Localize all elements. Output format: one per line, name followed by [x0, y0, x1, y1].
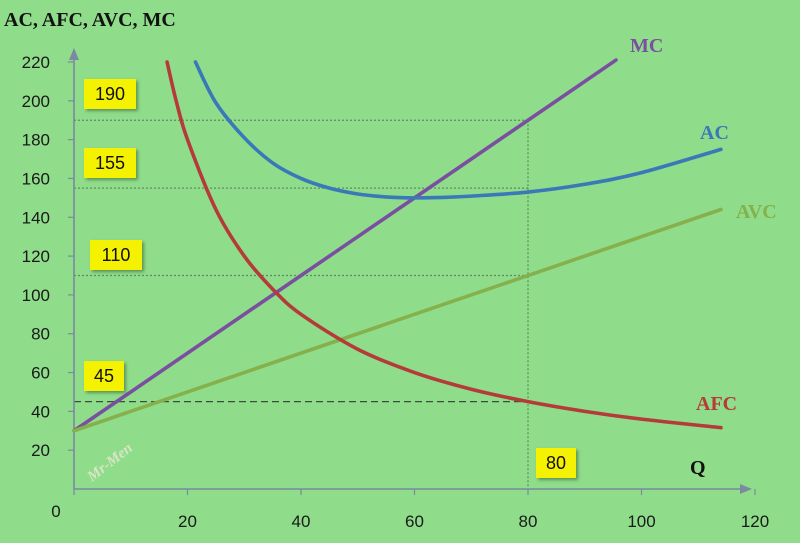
x-tick-label: 120: [741, 512, 769, 531]
x-tick-label: 20: [178, 512, 197, 531]
y-tick-label: 140: [22, 208, 50, 227]
x-axis-title: Q: [690, 457, 706, 479]
series-line-ac: [193, 60, 723, 200]
y-tick-label: 100: [22, 286, 50, 305]
value-label-190: 190: [95, 84, 125, 104]
y-tick-label: 220: [22, 53, 50, 72]
y-axis-title: AC, AFC, AVC, MC: [4, 9, 176, 31]
y-tick-label: 200: [22, 92, 50, 111]
series-line-afc: [165, 60, 723, 430]
series-label-ac: AC: [700, 122, 729, 144]
value-label-155: 155: [95, 153, 125, 173]
series-line-avc: [72, 207, 723, 433]
value-label-155-box: [84, 148, 136, 178]
series-line-mc: [72, 58, 618, 433]
value-label-110-box: [90, 240, 142, 270]
value-label-190-box: [84, 79, 136, 109]
value-label-45: 45: [94, 366, 114, 386]
y-tick-label: 20: [31, 441, 50, 460]
value-label-45-box: [84, 361, 124, 391]
y-tick-label: 80: [31, 325, 50, 344]
y-tick-label: 60: [31, 364, 50, 383]
y-tick-label: 160: [22, 169, 50, 188]
value-label-110: 110: [102, 245, 131, 265]
y-tick-label: 180: [22, 131, 50, 150]
x-tick-label: 100: [627, 512, 655, 531]
y-tick-label: 120: [22, 247, 50, 266]
value-label-q-80: 80: [546, 453, 566, 473]
series-label-mc: MC: [630, 35, 663, 57]
value-label-q-80-box: [536, 448, 576, 478]
y-axis-arrow: [69, 48, 79, 60]
x-tick-label: 40: [292, 512, 311, 531]
x-axis-arrow: [740, 484, 752, 494]
x-tick-label: 80: [519, 512, 538, 531]
series-label-avc: AVC: [736, 201, 777, 223]
x-tick-label: 60: [405, 512, 424, 531]
x-tick-label: 0: [51, 502, 60, 521]
series-label-afc: AFC: [696, 393, 737, 415]
y-tick-label: 40: [31, 402, 50, 421]
watermark-text: Mr-Men: [84, 440, 136, 486]
